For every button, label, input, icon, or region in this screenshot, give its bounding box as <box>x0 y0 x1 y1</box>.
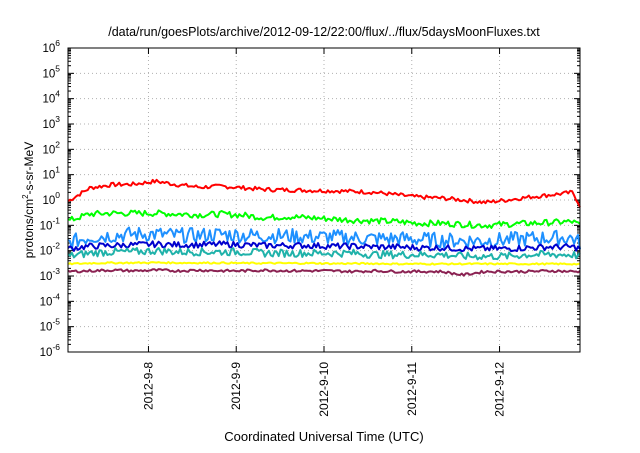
y-tick-exponent: -3 <box>52 266 60 276</box>
y-tick-label: 102 <box>42 139 60 156</box>
y-tick-mantissa: 10 <box>40 220 53 232</box>
series-line <box>67 226 581 250</box>
y-tick-label: 10-1 <box>40 215 61 232</box>
y-tick-exponent: -5 <box>52 317 60 327</box>
y-tick-mantissa: 10 <box>40 271 53 283</box>
series-line <box>67 268 581 277</box>
y-tick-exponent: -2 <box>52 241 60 251</box>
y-tick-mantissa: 10 <box>42 68 55 80</box>
y-tick-exponent: 6 <box>55 38 60 48</box>
x-tick-label: 2012-9-10 <box>317 362 331 417</box>
y-tick-mantissa: 10 <box>40 347 53 359</box>
y-tick-label: 10-5 <box>40 317 61 334</box>
y-tick-label: 10-6 <box>40 342 61 359</box>
y-tick-label: 103 <box>42 114 60 131</box>
y-tick-exponent: 5 <box>55 63 60 73</box>
y-tick-mantissa: 10 <box>42 170 55 182</box>
y-tick-exponent: -1 <box>52 215 60 225</box>
series-line <box>67 209 581 229</box>
y-tick-label: 101 <box>42 165 60 182</box>
y-tick-label: 106 <box>42 38 60 55</box>
y-axis-label-rest: -s-sr-MeV <box>22 142 36 195</box>
y-tick-exponent: -6 <box>52 342 60 352</box>
y-axis-label-base: protons/cm <box>22 199 36 258</box>
y-tick-exponent: 2 <box>55 139 60 149</box>
y-tick-exponent: 1 <box>55 165 60 175</box>
y-tick-exponent: 0 <box>55 190 60 200</box>
x-tick-label: 2012-9-8 <box>141 362 155 410</box>
y-tick-mantissa: 10 <box>42 94 55 106</box>
series-line <box>67 261 581 266</box>
y-tick-mantissa: 10 <box>42 43 55 55</box>
x-axis-label: Coordinated Universal Time (UTC) <box>224 429 423 444</box>
x-tick-label: 2012-9-9 <box>229 362 243 410</box>
y-axis-label-sup: 2 <box>21 194 30 199</box>
series-line <box>67 178 581 208</box>
y-tick-mantissa: 10 <box>40 246 53 258</box>
y-tick-mantissa: 10 <box>42 119 55 131</box>
y-tick-mantissa: 10 <box>40 296 53 308</box>
y-tick-mantissa: 10 <box>42 144 55 156</box>
x-tick-label: 2012-9-11 <box>405 362 419 416</box>
x-axis: 2012-9-8 2012-9-9 2012-9-10 2012-9-11 2012-9… <box>141 48 507 417</box>
y-tick-exponent: 3 <box>55 114 60 124</box>
x-tick-label: 2012-9-12 <box>493 362 507 417</box>
y-tick-exponent: -4 <box>52 291 60 301</box>
series-lines <box>67 178 581 277</box>
chart-title: /data/run/goesPlots/archive/2012-09-12/2… <box>108 25 540 39</box>
y-tick-label: 105 <box>42 63 60 80</box>
plot-frame <box>67 47 581 353</box>
y-axis: 10-610-510-410-310-210-11001011021031041… <box>40 38 580 359</box>
y-tick-label: 10-2 <box>40 241 61 258</box>
y-axis-label: protons/cm2-s-sr-MeV <box>21 142 36 258</box>
series-line <box>67 247 581 261</box>
y-tick-label: 100 <box>42 190 60 207</box>
y-tick-label: 10-4 <box>40 291 61 308</box>
y-tick-mantissa: 10 <box>40 322 53 334</box>
y-tick-label: 104 <box>42 89 60 106</box>
y-tick-mantissa: 10 <box>42 195 55 207</box>
series-line <box>67 240 581 253</box>
y-tick-label: 10-3 <box>40 266 61 283</box>
y-tick-exponent: 4 <box>55 89 60 99</box>
